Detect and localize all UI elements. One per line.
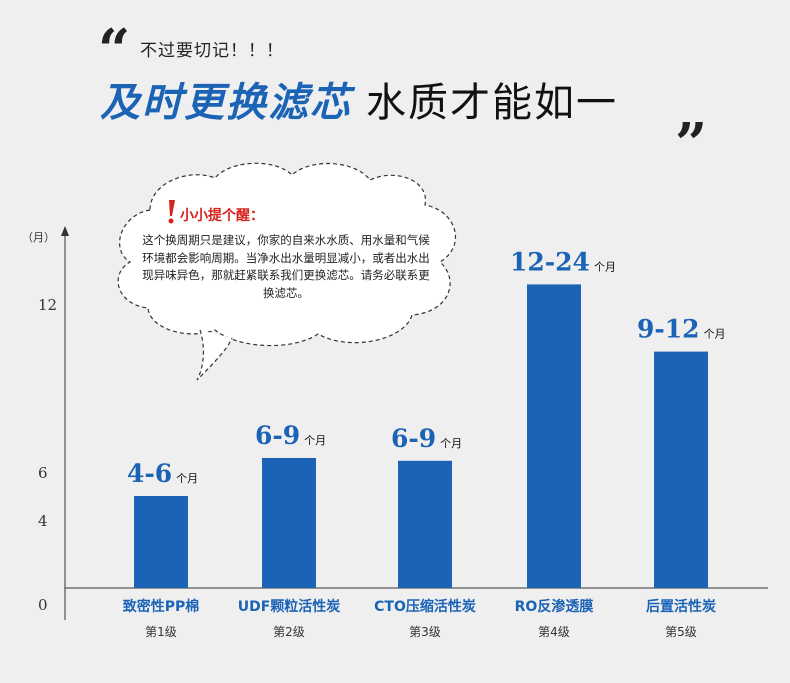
y-tick-group: 0 4 6 12 — [38, 296, 57, 614]
exclamation-icon — [168, 200, 175, 224]
bar-value-range: 6-9 — [391, 424, 436, 453]
close-quote-mark: „ — [676, 79, 709, 145]
bar — [527, 284, 581, 588]
y-tick-label: 4 — [38, 512, 48, 530]
reminder-body: 这个换周期只是建议，你家的自来水水质、用水量和气候环境都会影响周期。当净水出水量… — [142, 233, 430, 300]
bar-value-label: 12-24 个月 — [510, 247, 616, 276]
stage-label: 第1级 — [145, 625, 177, 639]
subtitle: 不过要切记！！！ — [140, 41, 284, 61]
reminder-heading: 小小提个醒： — [180, 208, 264, 224]
bar-value-label: 6-9 个月 — [255, 421, 326, 450]
open-quote-mark: “ — [98, 17, 131, 83]
bar-value-unit: 个月 — [304, 434, 326, 447]
bar — [262, 458, 316, 588]
bar-value-label: 6-9 个月 — [391, 424, 462, 453]
bar — [398, 460, 452, 588]
bar-value-range: 4-6 — [127, 459, 172, 488]
category-label: RO反渗透膜 — [515, 598, 594, 615]
y-axis-unit: （月） — [22, 231, 55, 244]
stage-label: 第5级 — [665, 625, 697, 639]
title-rest: 水质才能如一 — [366, 80, 618, 126]
category-label: CTO压缩活性炭 — [374, 598, 476, 615]
category-label: 致密性PP棉 — [123, 598, 200, 615]
bar-value-label: 4-6 个月 — [127, 459, 198, 488]
bar-value-unit: 个月 — [176, 472, 198, 485]
category-label: UDF颗粒活性炭 — [238, 598, 341, 615]
category-label: 后置活性炭 — [646, 598, 716, 615]
title-highlight: 及时更换滤芯 — [100, 80, 352, 126]
stage-label: 第3级 — [409, 625, 441, 639]
bar-value-unit: 个月 — [704, 328, 726, 341]
y-tick-label: 6 — [38, 464, 48, 482]
y-axis-arrow — [61, 226, 69, 236]
y-tick-label: 12 — [38, 296, 57, 314]
bar-value-range: 12-24 — [510, 247, 590, 276]
bar — [654, 351, 708, 588]
bar-value-label: 9-12 个月 — [637, 315, 726, 344]
bar-value-unit: 个月 — [594, 260, 616, 273]
stage-label: 第2级 — [273, 625, 305, 639]
reminder-cloud-tail — [196, 329, 233, 381]
bar-value-range: 6-9 — [255, 421, 300, 450]
bar-value-unit: 个月 — [440, 437, 462, 450]
bar-group — [134, 284, 708, 588]
y-tick-label: 0 — [38, 596, 48, 614]
bar — [134, 496, 188, 588]
page-title: 及时更换滤芯 水质才能如一 — [100, 70, 618, 128]
reminder-cloud — [117, 162, 457, 347]
stage-label: 第4级 — [538, 625, 570, 639]
bar-value-range: 9-12 — [637, 315, 700, 344]
